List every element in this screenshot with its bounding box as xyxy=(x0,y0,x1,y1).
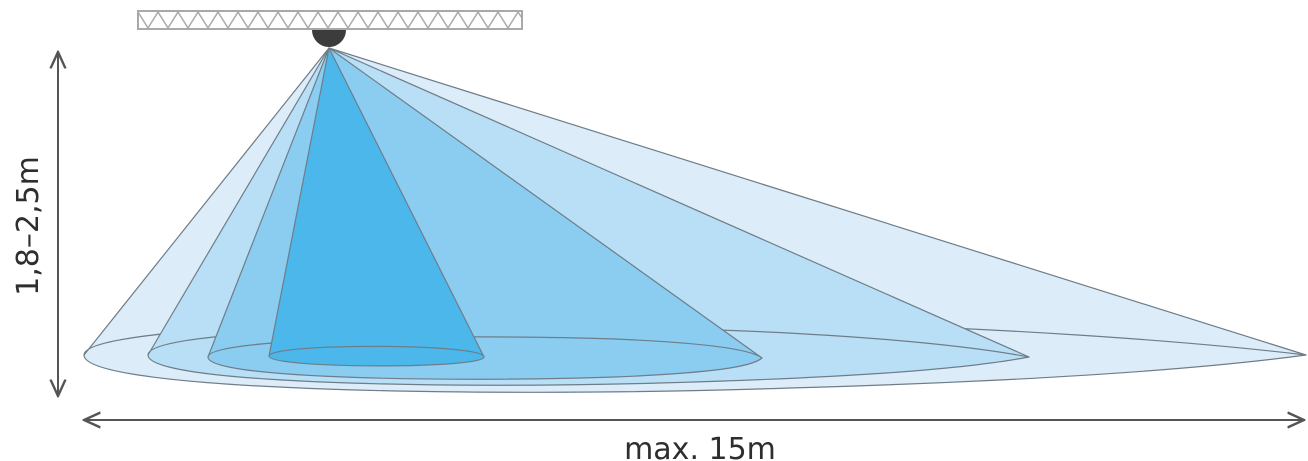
detection-zone-1 xyxy=(268,47,485,367)
ceiling-truss-icon xyxy=(137,10,523,30)
dome-sensor-icon xyxy=(312,30,346,47)
height-range-label: 1,8–2,5m xyxy=(11,156,46,296)
max-distance-label: max. 15m xyxy=(624,432,776,461)
